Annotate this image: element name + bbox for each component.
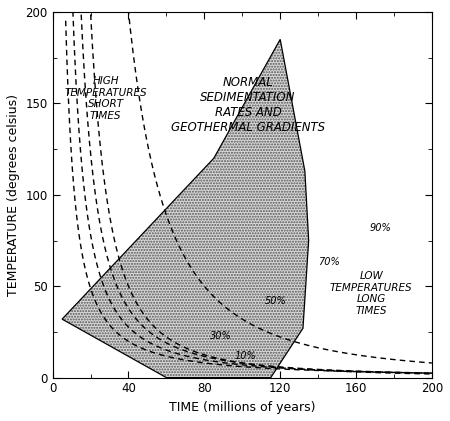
- Text: 30%: 30%: [210, 330, 232, 341]
- Y-axis label: TEMPERATURE (degrees celsius): TEMPERATURE (degrees celsius): [7, 94, 20, 296]
- Text: NORMAL
SEDIMENTATION
RATES AND
GEOTHERMAL GRADIENTS: NORMAL SEDIMENTATION RATES AND GEOTHERMA…: [171, 76, 325, 134]
- Polygon shape: [62, 40, 309, 378]
- Text: LOW
TEMPERATURES
LONG
TIMES: LOW TEMPERATURES LONG TIMES: [330, 271, 413, 316]
- X-axis label: TIME (millions of years): TIME (millions of years): [169, 401, 315, 414]
- Text: HIGH
TEMPERATURES
SHORT
TIMES: HIGH TEMPERATURES SHORT TIMES: [64, 76, 147, 121]
- Text: 10%: 10%: [235, 351, 256, 361]
- Text: 90%: 90%: [369, 223, 391, 233]
- Text: 50%: 50%: [265, 296, 287, 306]
- Text: 70%: 70%: [318, 258, 340, 267]
